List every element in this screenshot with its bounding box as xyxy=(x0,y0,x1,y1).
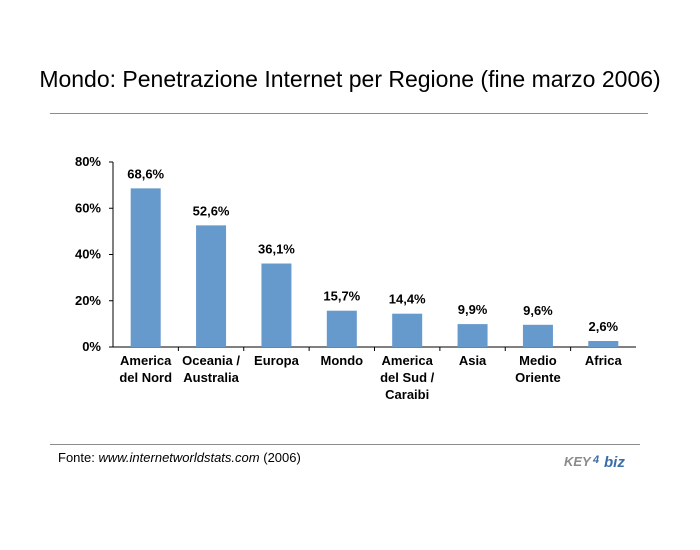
bar xyxy=(588,340,619,347)
category-label: Mondo xyxy=(321,353,364,368)
category-labels: America del Nord Oceania / Australia Europa M… xyxy=(119,353,622,402)
category-label: Europa xyxy=(254,353,300,368)
bar xyxy=(130,188,161,347)
footer-divider xyxy=(50,444,640,445)
data-label: 2,6% xyxy=(588,319,618,334)
data-label: 9,9% xyxy=(458,302,488,317)
bar xyxy=(522,324,553,347)
source-year: (2006) xyxy=(263,450,301,465)
bars xyxy=(130,188,619,347)
key4biz-logo: KEY 4 biz xyxy=(564,454,625,471)
data-label: 36,1% xyxy=(258,242,295,257)
category-label: America del Sud / Caraibi xyxy=(380,353,435,402)
bar xyxy=(196,225,227,347)
category-label: Africa xyxy=(585,353,623,368)
data-labels: 68,6% 52,6% 36,1% 15,7% 14,4% 9,9% 9,6% 2,6% xyxy=(127,166,618,334)
source-note: Fonte: www.internetworldstats.com (2006) xyxy=(58,450,301,465)
logo-text-key: KEY xyxy=(564,454,592,469)
bar xyxy=(392,313,423,347)
category-label: Asia xyxy=(459,353,487,368)
title-divider xyxy=(50,113,648,114)
chart-title: Mondo: Penetrazione Internet per Regione… xyxy=(39,66,661,92)
data-label: 52,6% xyxy=(193,203,230,218)
bar xyxy=(261,263,292,347)
data-label: 15,7% xyxy=(323,289,360,304)
y-tick-label: 20% xyxy=(75,293,101,308)
bar xyxy=(326,310,357,347)
data-label: 68,6% xyxy=(127,166,164,181)
logo-text-4: 4 xyxy=(592,454,599,466)
category-label: Oceania / Australia xyxy=(182,353,240,385)
category-label: Medio Oriente xyxy=(515,353,561,385)
logo-text-biz: biz xyxy=(604,454,625,471)
y-tick-label: 80% xyxy=(75,154,101,169)
source-link[interactable]: www.internetworldstats.com xyxy=(98,450,260,465)
y-tick-label: 0% xyxy=(82,339,101,354)
category-label: America del Nord xyxy=(119,353,172,385)
y-tick-label: 60% xyxy=(75,200,101,215)
source-prefix: Fonte: xyxy=(58,450,95,465)
bar xyxy=(457,324,488,347)
data-label: 14,4% xyxy=(389,292,426,307)
y-tick-label: 40% xyxy=(75,247,101,262)
data-label: 9,6% xyxy=(523,303,553,318)
